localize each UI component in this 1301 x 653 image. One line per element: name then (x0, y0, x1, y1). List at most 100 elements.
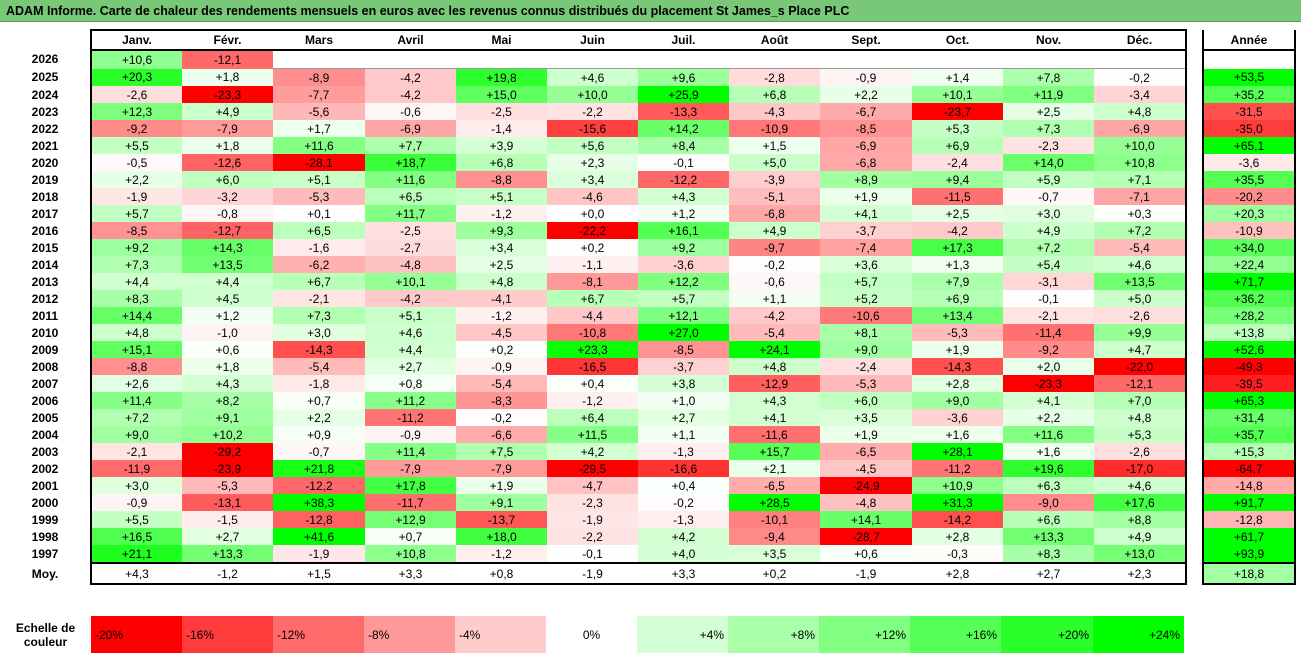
annual-cell: +65,3 (1202, 392, 1296, 409)
heatmap-cell: +2,1 (729, 460, 820, 477)
heatmap-cell (912, 49, 1003, 69)
annual-cell: +52,6 (1202, 341, 1296, 358)
heatmap-cell: +8,9 (820, 171, 912, 188)
heatmap-cell: +6,0 (182, 171, 273, 188)
heatmap-cell: +3,0 (273, 324, 365, 341)
heatmap-cell: -11,5 (912, 188, 1003, 205)
heatmap-cell: -1,3 (638, 443, 729, 460)
heatmap-cell: +5,5 (90, 511, 182, 528)
column-gap (1186, 528, 1203, 545)
heatmap-cell: +28,5 (729, 494, 820, 511)
year-row: 1997 +21,1 +13,3 -1,9 +10,8 -1,2 -0,1 +4,0 +3,5 +… (0, 545, 1296, 564)
heatmap-cell: -10,1 (729, 511, 820, 528)
column-gap (1186, 86, 1203, 103)
heatmap-cell: -0,5 (90, 154, 182, 171)
heatmap-cell: +6,7 (547, 290, 638, 307)
heatmap-cell: -3,6 (638, 256, 729, 273)
heatmap-cell: -2,2 (547, 528, 638, 545)
heatmap-cell: +3,5 (820, 409, 912, 426)
year-label: 2025 (31, 70, 59, 85)
heatmap-cell: +4,1 (729, 409, 820, 426)
heatmap-cell: -0,9 (365, 426, 456, 443)
heatmap-cell: +11,6 (365, 171, 456, 188)
year-label: 2015 (31, 240, 59, 255)
heatmap-cell: +5,7 (90, 205, 182, 222)
year-label: 2023 (31, 104, 59, 119)
color-scale-row: Echelle de couleur -20% -16% -12% -8% -4% 0% +… (0, 616, 1184, 653)
average-annual-cell: +18,8 (1202, 562, 1296, 585)
heatmap-cell: -29,5 (547, 460, 638, 477)
year-row: 2009 +15,1 +0,6 -14,3 +4,4 +0,2 +23,3 -8,5 +24,1… (0, 341, 1296, 358)
year-row: 2002 -11,9 -23,9 +21,8 -7,9 -7,9 -29,5 -16,6 +2,… (0, 460, 1296, 477)
average-cell: +2,7 (1003, 562, 1094, 585)
heatmap-cell: +14,1 (820, 511, 912, 528)
heatmap-cell: +0,4 (547, 375, 638, 392)
year-row: 2012 +8,3 +4,5 -2,1 -4,2 -4,1 +6,7 +5,7 +1,1 +5,2… (0, 290, 1296, 307)
annual-cell: -14,8 (1202, 477, 1296, 494)
heatmap-cell: +6,3 (1003, 477, 1094, 494)
average-cell: -1,2 (182, 562, 273, 585)
year-row: 1998 +16,5 +2,7 +41,6 +0,7 +18,0 -2,2 +4,2 -9,4-… (0, 528, 1296, 545)
heatmap-cell: -3,7 (820, 222, 912, 239)
column-gap (1186, 307, 1203, 324)
heatmap-cell: +9,2 (638, 239, 729, 256)
heatmap-cell: +5,1 (456, 188, 547, 205)
column-gap (1186, 563, 1203, 584)
column-gap (1186, 256, 1203, 273)
color-scale-swatch: +8% (728, 616, 819, 653)
heatmap-cell: +18,0 (456, 528, 547, 545)
heatmap-cell: +38,3 (273, 494, 365, 511)
year-label: 2022 (31, 121, 59, 136)
heatmap-cell: -28,7 (820, 528, 912, 545)
year-label: 2002 (31, 461, 59, 476)
heatmap-cell: +4,6 (365, 324, 456, 341)
heatmap-cell: +4,8 (456, 273, 547, 290)
heatmap-cell: +8,8 (1094, 511, 1187, 528)
year-row: 2008 -8,8 +1,8 -5,4 +2,7 -0,9 -16,5 -3,7 +4,8 -2,… (0, 358, 1296, 375)
heatmap-cell: +7,3 (1003, 120, 1094, 137)
heatmap-cell: +4,8 (1094, 409, 1187, 426)
year-row: 2000 -0,9 -13,1 +38,3 -11,7 +9,1 -2,3 -0,2 +28,5… (0, 494, 1296, 511)
annual-cell: +34,0 (1202, 239, 1296, 256)
heatmap-cell: -5,4 (273, 358, 365, 375)
heatmap-cell: +4,7 (1094, 341, 1187, 358)
heatmap-cell: -1,2 (456, 307, 547, 324)
heatmap-cell: -0,2 (456, 409, 547, 426)
heatmap-cell: +7,0 (1094, 392, 1187, 409)
heatmap-cell: +0,2 (547, 239, 638, 256)
heatmap-cell: -3,4 (1094, 86, 1187, 103)
heatmap-cell: -2,6 (1094, 307, 1187, 324)
heatmap-cell: -6,5 (820, 443, 912, 460)
heatmap-cell: -5,4 (1094, 239, 1187, 256)
heatmap-cell: -14,3 (912, 358, 1003, 375)
heatmap-cell: +4,2 (547, 443, 638, 460)
year-label: 2008 (31, 359, 59, 374)
color-scale-swatch: +12% (819, 616, 910, 653)
heatmap-cell: +9,1 (182, 409, 273, 426)
heatmap-cell: -8,5 (820, 120, 912, 137)
heatmap-cell: +13,5 (182, 256, 273, 273)
heatmap-cell: -4,5 (456, 324, 547, 341)
color-scale-swatch: -20% (91, 616, 182, 653)
month-header-cell: Nov. (1003, 29, 1094, 51)
heatmap-cell: -17,0 (1094, 460, 1187, 477)
heatmap-cell: -7,7 (273, 86, 365, 103)
annual-cell: -39,5 (1202, 375, 1296, 392)
heatmap-cell: +27,0 (638, 324, 729, 341)
heatmap-cell: +2,3 (547, 154, 638, 171)
heatmap-cell: +9,2 (90, 239, 182, 256)
heatmap-cell: -11,4 (1003, 324, 1094, 341)
column-gap (1186, 50, 1203, 69)
heatmap-cell: +10,0 (547, 86, 638, 103)
year-row: 2017 +5,7 -0,8 +0,1 +11,7 -1,2 +0,0 +1,2 -6,8 +4,… (0, 205, 1296, 222)
year-row: 2021 +5,5 +1,8 +11,6 +7,7 +3,9 +5,6 +8,4 +1,5 -6,… (0, 137, 1296, 154)
heatmap-cell: -1,2 (547, 392, 638, 409)
column-gap (1186, 511, 1203, 528)
heatmap-cell: +19,8 (456, 68, 547, 86)
heatmap-cell (547, 49, 638, 69)
average-cell: +0,2 (729, 562, 820, 585)
heatmap-cell: -12,2 (638, 171, 729, 188)
heatmap-cell: -2,3 (547, 494, 638, 511)
heatmap-cell: +9,4 (912, 171, 1003, 188)
heatmap-cell: +7,8 (1003, 68, 1094, 86)
